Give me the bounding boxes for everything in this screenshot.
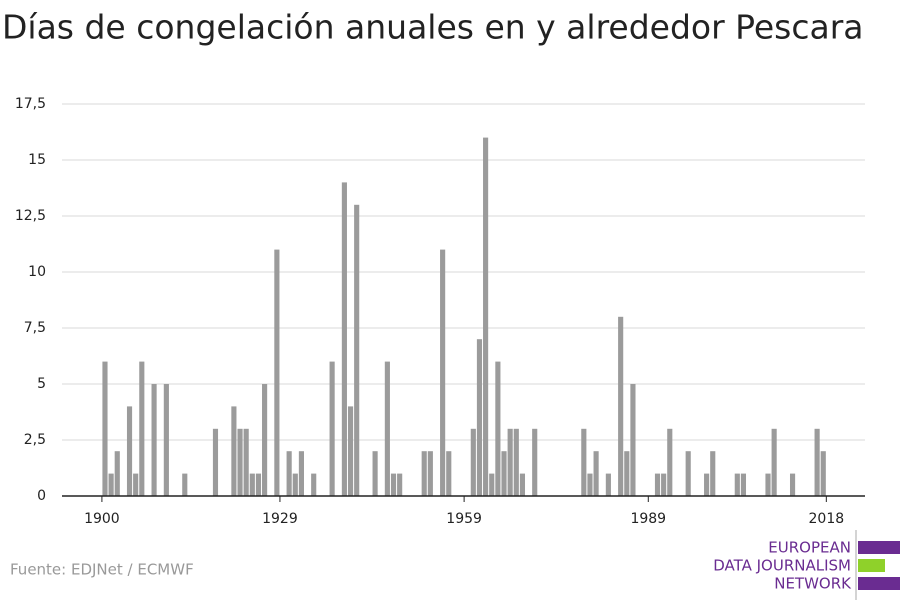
bar <box>182 473 188 496</box>
bar <box>710 451 716 496</box>
bar <box>581 428 587 496</box>
bar <box>765 473 771 496</box>
bar <box>354 204 360 497</box>
bar <box>685 451 691 496</box>
x-tick-label: 1959 <box>446 511 482 527</box>
bar <box>243 428 249 496</box>
bar <box>814 428 820 496</box>
bar <box>654 473 661 496</box>
bar <box>237 428 243 496</box>
bar <box>495 361 501 496</box>
bar <box>789 473 796 496</box>
bar <box>587 473 593 496</box>
bar <box>347 406 354 496</box>
bar <box>114 451 120 496</box>
bar <box>231 406 237 496</box>
bar <box>507 428 513 496</box>
bar <box>470 428 476 496</box>
y-tick-label: 10 <box>28 264 46 280</box>
bar <box>286 451 292 496</box>
y-tick-label: 2,5 <box>24 432 46 448</box>
bar <box>513 428 519 496</box>
logo-text: EUROPEAN <box>768 539 851 557</box>
bar <box>341 182 347 496</box>
bar <box>421 451 427 496</box>
logo-bar <box>858 577 900 590</box>
bar <box>372 451 378 496</box>
x-tick-label: 2018 <box>809 511 845 527</box>
bar <box>446 451 452 496</box>
bar <box>163 384 169 496</box>
x-tick-label: 1989 <box>630 511 666 527</box>
bar <box>605 473 611 496</box>
bar <box>108 473 114 496</box>
bar <box>298 451 304 496</box>
bar <box>126 406 133 496</box>
bar <box>397 473 403 496</box>
bar <box>139 361 145 496</box>
logo-bar <box>858 541 900 554</box>
bar <box>476 339 483 496</box>
bar <box>311 473 317 496</box>
bar <box>440 249 446 496</box>
bar <box>133 473 139 496</box>
bar <box>390 473 397 496</box>
bar <box>212 428 219 496</box>
bar <box>262 384 268 496</box>
logo: EUROPEAN DATA JOURNALISM NETWORK <box>713 530 900 600</box>
bar <box>519 473 526 496</box>
bar <box>384 361 390 496</box>
bar <box>249 473 255 496</box>
bar <box>329 361 335 496</box>
bar <box>667 428 673 496</box>
bar <box>704 473 710 496</box>
source: Fuente: EDJNet / ECMWF <box>10 561 194 579</box>
bar <box>483 137 489 496</box>
bar <box>771 428 777 496</box>
x-tick-label: 1929 <box>262 511 298 527</box>
bar <box>593 451 599 496</box>
bar <box>489 473 495 496</box>
bar <box>618 316 624 496</box>
bar <box>532 428 538 496</box>
bar <box>630 384 636 496</box>
bar <box>151 384 157 496</box>
y-tick-label: 17,5 <box>15 96 46 112</box>
bar <box>501 451 507 496</box>
bar <box>740 473 747 496</box>
bar <box>292 473 298 496</box>
bar <box>661 473 667 496</box>
bar <box>102 361 108 496</box>
logo-bar <box>858 559 885 572</box>
bar <box>734 473 740 496</box>
y-tick-label: 15 <box>28 152 46 168</box>
y-tick-label: 0 <box>37 488 46 504</box>
y-tick-label: 5 <box>37 376 46 392</box>
bar <box>624 451 630 496</box>
y-tick-label: 7,5 <box>24 320 46 336</box>
bar <box>274 249 280 496</box>
bar <box>820 451 826 496</box>
y-tick-label: 12,5 <box>15 208 46 224</box>
bar <box>255 473 262 496</box>
logo-text: DATA JOURNALISM <box>713 557 851 575</box>
x-tick-label: 1900 <box>84 511 120 527</box>
chart-title: Días de congelación anuales en y alreded… <box>2 8 864 47</box>
bar <box>427 451 433 496</box>
logo-text: NETWORK <box>774 575 852 593</box>
